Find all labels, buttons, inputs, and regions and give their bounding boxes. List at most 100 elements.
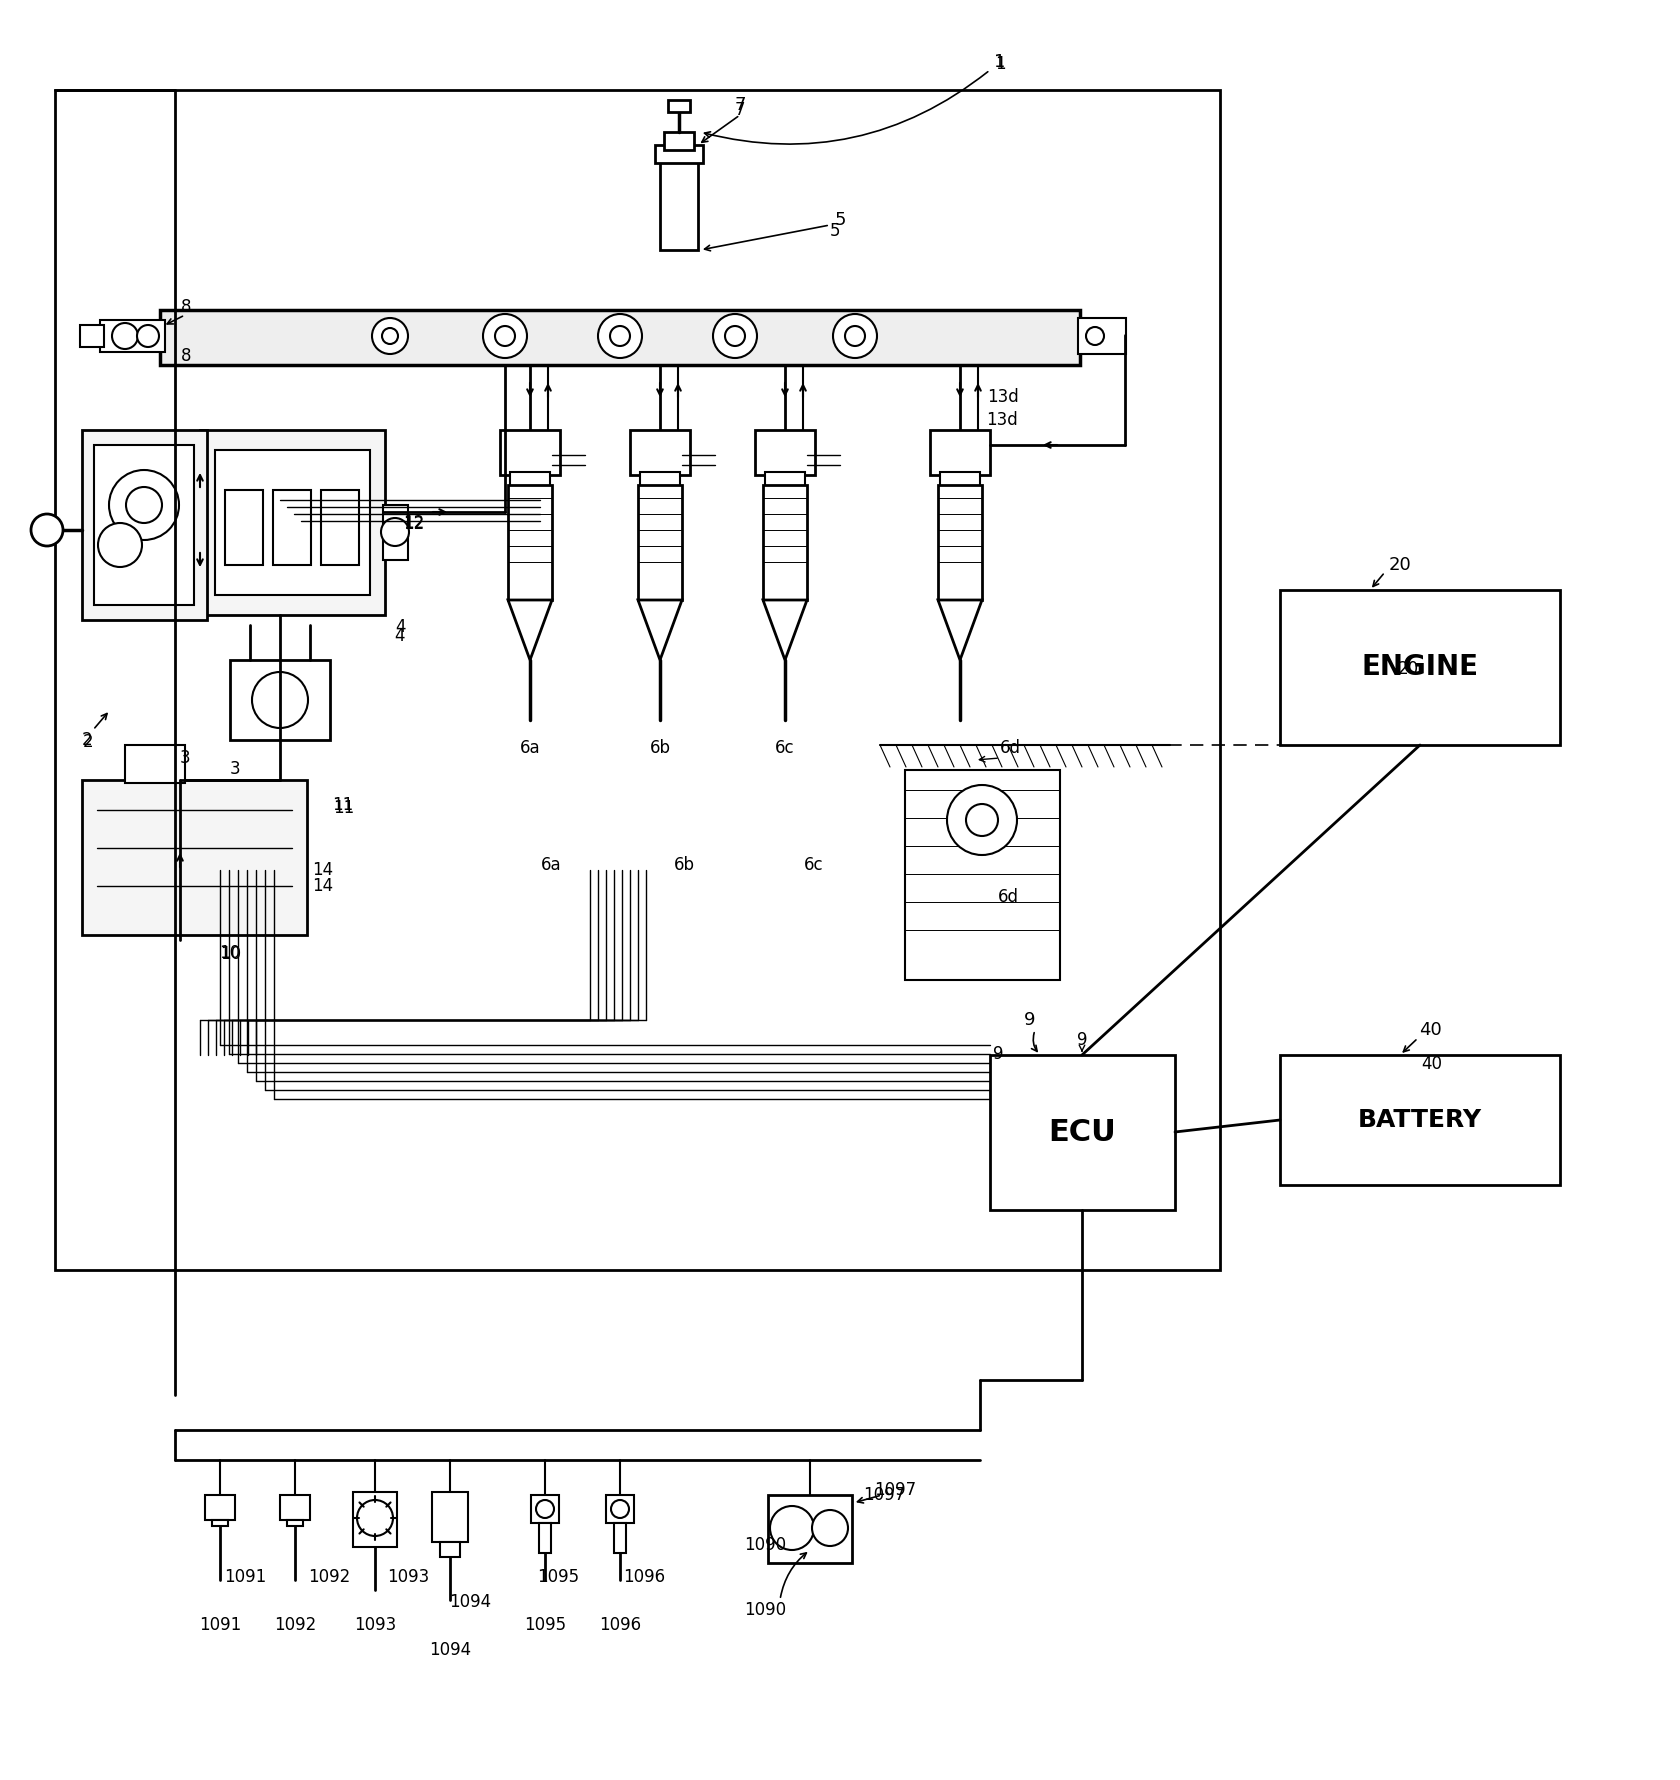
Bar [655,144,702,164]
Bar [764,472,805,488]
Text: 2: 2 [82,733,94,751]
Bar [124,746,185,783]
Text: 2: 2 [82,732,92,749]
Text: 14: 14 [312,878,333,895]
Text: 13d: 13d [986,411,1016,429]
Text: 1: 1 [995,53,1005,71]
Circle shape [371,319,408,354]
Text: 1095: 1095 [524,1616,566,1634]
Text: 1090: 1090 [743,1536,786,1554]
Bar [638,484,682,600]
Circle shape [109,470,178,539]
Text: 8: 8 [181,297,192,317]
Bar [225,490,262,564]
Bar [754,431,815,475]
Bar [272,490,311,564]
Text: 1094: 1094 [449,1593,492,1611]
Bar [990,1056,1174,1210]
Bar [605,1495,633,1524]
Text: 1090: 1090 [744,1600,786,1620]
Bar [81,326,104,347]
Text: 3: 3 [230,760,240,778]
Text: 9: 9 [1077,1031,1087,1048]
Text: 6b: 6b [674,856,694,874]
Bar [99,320,165,352]
Bar [353,1492,396,1547]
Text: 10: 10 [220,945,240,963]
Bar [640,472,680,488]
Bar [287,1520,302,1525]
Circle shape [1085,328,1104,345]
Bar [507,484,551,600]
Text: 6a: 6a [519,739,539,756]
Text: 1: 1 [995,55,1005,73]
Circle shape [482,313,528,358]
Text: 6b: 6b [648,739,670,756]
Circle shape [136,326,160,347]
Text: 13d: 13d [986,388,1018,406]
Circle shape [113,322,138,349]
Text: 12: 12 [403,514,423,532]
Text: 4: 4 [395,618,405,635]
Text: 14: 14 [312,862,333,879]
Bar [94,445,193,605]
Polygon shape [638,600,682,660]
Bar [768,1495,852,1563]
Text: 1093: 1093 [354,1616,396,1634]
Bar [531,1495,559,1524]
Text: 12: 12 [403,514,425,532]
Text: 3: 3 [180,749,190,767]
Circle shape [833,313,877,358]
Bar [660,155,697,249]
Text: 1092: 1092 [274,1616,316,1634]
Text: 1095: 1095 [536,1568,580,1586]
Bar [82,780,307,934]
Text: BATTERY: BATTERY [1357,1107,1482,1132]
Bar [1278,589,1559,746]
Text: 5: 5 [833,212,845,230]
Text: 1097: 1097 [862,1486,906,1504]
Bar [613,1524,625,1552]
Bar [215,450,370,595]
Text: 6d: 6d [998,888,1018,906]
Text: 1091: 1091 [223,1568,267,1586]
Text: ECU: ECU [1048,1118,1116,1146]
Text: 7: 7 [734,101,744,119]
Bar [939,472,979,488]
Bar [499,431,559,475]
Bar [937,484,981,600]
Bar [763,484,806,600]
Circle shape [712,313,756,358]
Circle shape [356,1501,393,1536]
Bar [160,310,1079,365]
Bar [1077,319,1126,354]
Polygon shape [507,600,551,660]
Text: ENGINE: ENGINE [1361,653,1478,682]
Text: 9: 9 [993,1045,1003,1063]
Text: 40: 40 [1418,1022,1440,1040]
Bar [55,91,1220,1269]
Circle shape [845,326,865,345]
Circle shape [598,313,642,358]
Circle shape [946,785,1016,854]
Circle shape [252,673,307,728]
Text: 11: 11 [333,799,354,817]
Text: 6c: 6c [774,739,795,756]
Bar [509,472,549,488]
Bar [432,1492,467,1541]
Text: 1096: 1096 [622,1568,665,1586]
Bar [1278,1056,1559,1185]
Polygon shape [763,600,806,660]
Circle shape [494,326,514,345]
Text: 4: 4 [395,627,405,644]
Circle shape [536,1501,554,1518]
Text: 7: 7 [734,96,746,114]
Circle shape [126,488,161,523]
Text: 8: 8 [181,347,192,365]
Bar [904,771,1060,981]
Bar [383,506,408,561]
Bar [212,1520,228,1525]
Circle shape [966,805,998,837]
Bar [281,1495,309,1520]
Text: 1091: 1091 [198,1616,240,1634]
